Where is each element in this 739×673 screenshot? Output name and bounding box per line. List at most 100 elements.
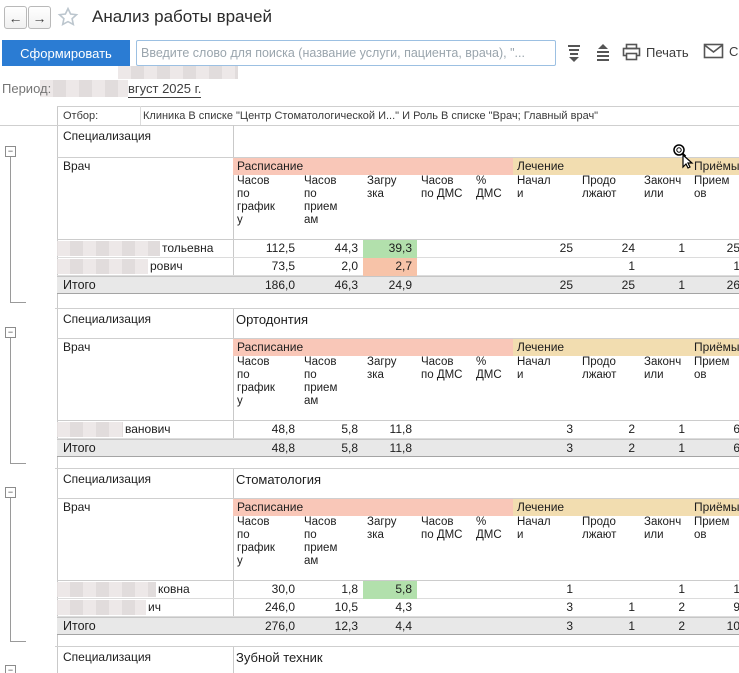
col-divider [233,646,234,673]
cell-value [417,599,472,617]
cell-value [472,599,513,617]
expand-groups-icon[interactable] [563,42,585,64]
period-value-link[interactable]: вгуст 2025 г. [128,81,202,98]
col-header: Часов по график у [237,516,275,567]
col-header: Законч или [644,356,682,381]
table-left-border [57,106,58,673]
total-value: 3 [566,441,573,455]
total-value: 3 [566,619,573,633]
col-header: Часов по график у [237,356,275,407]
send-label: С [729,43,739,59]
total-value: 26 [726,278,739,292]
cell-value [417,421,472,439]
collapse-section-button[interactable]: − [5,665,16,673]
total-row: Итого 48,8 5,8 11,8 3 2 1 6 [57,439,739,457]
col-header: Законч или [644,516,682,541]
total-value [417,277,472,295]
col-header: % ДМС [476,175,502,200]
generate-report-button[interactable]: Сформировать [2,40,130,66]
favorite-star-icon[interactable] [56,5,80,29]
filter-row-top-border [57,106,739,107]
total-value [472,277,513,295]
back-button[interactable]: ← [4,6,27,29]
redacted-doctor-name [57,259,148,274]
table-row[interactable]: ванович 48,8 5,8 11,8 3 2 1 6 [57,421,739,439]
print-button[interactable]: Печать [622,43,689,61]
total-value: 11,8 [389,441,412,455]
spec-value: Ортодонтия [236,312,309,327]
col-header: Прием ов [694,175,730,200]
doctor-name-suffix: ванович [125,422,171,436]
group-treatment: Лечение [513,158,690,175]
cell-value-highlight-red: 2,7 [363,258,417,276]
forward-button[interactable]: → [28,6,51,29]
period-label: Период: [2,81,52,96]
cell-value: 44,3 [334,241,358,255]
cell-value: 2 [678,600,685,614]
table-row[interactable]: ич 246,0 10,5 4,3 3 1 2 9 [57,599,739,617]
collapse-section-button[interactable]: − [5,487,16,498]
cell-value: 1 [628,600,635,614]
column-header-row: Часов по график у Часов по прием ам Загр… [57,355,739,421]
total-value: 1 [628,619,635,633]
group-treatment: Лечение [513,499,690,516]
redacted-doctor-name [57,582,156,597]
send-button[interactable]: С [703,43,738,59]
col-header: Часов по ДМС [421,516,463,541]
search-input[interactable] [136,40,556,66]
doctor-name-suffix: тольевна [162,241,214,255]
total-value: 46,3 [334,278,358,292]
group-schedule: Расписание [233,339,513,356]
total-row: Итого 186,0 46,3 24,9 25 25 1 26 [57,276,739,294]
column-header-row: Часов по график у Часов по прием ам Загр… [57,515,739,581]
table-row[interactable]: рович 73,5 2,0 2,7 1 1 [57,258,739,276]
col-header: Часов по ДМС [421,175,463,200]
col-header: Часов по прием ам [304,356,338,407]
group-schedule: Расписание [233,499,513,516]
col-header: Начал и [517,356,551,381]
redacted-doctor-name [57,600,146,615]
cell-value: 24 [621,241,635,255]
section-top-border [55,308,739,309]
total-value: 6 [733,441,739,455]
cell-value-highlight-green: 5,8 [363,581,417,599]
cell-value: 3 [566,600,573,614]
table-row[interactable]: ковна 30,0 1,8 5,8 1 1 1 [57,581,739,599]
group-header-row: Расписание Лечение Приёмы [57,338,739,356]
cell-value: 25 [559,241,573,255]
cell-value: 25 [726,241,739,255]
section-spec-row: Специализация Ортодонтия [57,308,739,338]
cell-value: 1 [733,582,739,596]
group-treatment: Лечение [513,339,690,356]
col-header: Начал и [517,516,551,541]
col-header: Загру зка [367,175,397,200]
cell-value: 11,8 [389,422,412,436]
total-value: 2 [678,619,685,633]
collapse-groups-icon[interactable] [592,42,614,64]
col-header: % ДМС [476,516,502,541]
total-value [417,618,472,636]
cell-value: 1 [678,582,685,596]
redacted-doctor-name [57,422,123,437]
col-header: Загру зка [367,356,397,381]
printer-icon [622,43,641,61]
section-spec-row: Специализация [57,125,739,157]
table-row[interactable]: тольевна 112,5 44,3 39,3 25 24 1 25 [57,240,739,258]
group-bracket-end [10,463,26,464]
cell-value: 246,0 [264,600,295,614]
section-top-border [55,646,739,647]
filter-value: Клиника В списке "Центр Стоматологическо… [143,110,599,122]
cell-value [640,258,690,276]
cell-value: 10,5 [334,600,358,614]
group-bracket [10,338,11,463]
drilldown-cursor-icon [671,143,695,169]
filter-divider [140,106,141,125]
doctor-label: Врач [63,340,91,354]
col-header: Начал и [517,175,551,200]
cell-value: 2,0 [341,259,358,273]
collapse-section-button[interactable]: − [5,146,16,157]
column-header-row: Часов по график у Часов по прием ам Загр… [57,174,739,240]
total-value [472,440,513,458]
doctor-label: Врач [63,500,91,514]
collapse-section-button[interactable]: − [5,327,16,338]
